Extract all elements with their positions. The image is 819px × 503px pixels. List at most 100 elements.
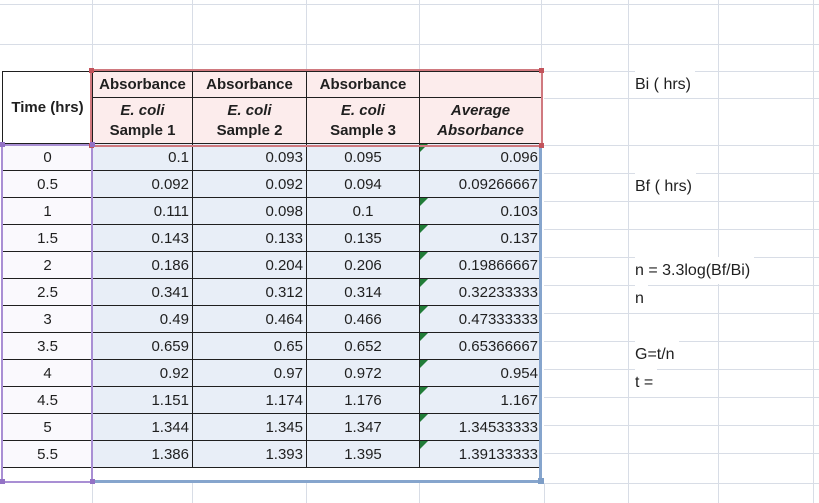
gridline bbox=[544, 425, 819, 426]
cell-sample1[interactable]: 0.341 bbox=[92, 278, 193, 306]
cell-sample2[interactable]: 0.65 bbox=[192, 332, 307, 360]
error-flag-icon bbox=[420, 279, 428, 287]
cell-sample1[interactable]: 0.143 bbox=[92, 224, 193, 252]
error-flag-icon bbox=[420, 198, 428, 206]
average-value: 0.09266667 bbox=[458, 175, 538, 193]
cell-average[interactable]: 0.954 bbox=[419, 359, 542, 387]
range-handle[interactable] bbox=[0, 479, 5, 484]
cell-sample2[interactable]: 0.97 bbox=[192, 359, 307, 387]
cell-sample3[interactable]: 0.972 bbox=[306, 359, 420, 387]
cell-sample1[interactable]: 1.344 bbox=[92, 413, 193, 441]
cell-sample3[interactable]: 0.1 bbox=[306, 197, 420, 225]
subheader-sample2[interactable]: E. coli Sample 2 bbox=[192, 97, 307, 144]
range-handle[interactable] bbox=[90, 479, 95, 484]
ecoli-label: E. coli bbox=[227, 101, 272, 119]
cell-average[interactable]: 1.34533333 bbox=[419, 413, 542, 441]
side-label-cell[interactable]: Bi ( hrs) bbox=[635, 71, 695, 98]
cell-sample2[interactable]: 0.098 bbox=[192, 197, 307, 225]
header-absorbance-3[interactable]: Absorbance bbox=[306, 71, 420, 98]
cell-sample2[interactable]: 0.464 bbox=[192, 305, 307, 333]
cell-sample3[interactable]: 0.466 bbox=[306, 305, 420, 333]
range-handle[interactable] bbox=[539, 68, 544, 73]
cell-sample2[interactable]: 1.345 bbox=[192, 413, 307, 441]
cell-sample1[interactable]: 0.092 bbox=[92, 170, 193, 198]
cell-sample3[interactable]: 1.176 bbox=[306, 386, 420, 414]
header-absorbance-1[interactable]: Absorbance bbox=[92, 71, 193, 98]
cell-sample2[interactable]: 1.393 bbox=[192, 440, 307, 468]
cell-sample3[interactable]: 0.652 bbox=[306, 332, 420, 360]
cell-time[interactable]: 2 bbox=[2, 251, 93, 279]
cell-sample3[interactable]: 0.135 bbox=[306, 224, 420, 252]
fill-handle[interactable] bbox=[538, 478, 544, 484]
cell-sample3[interactable]: 0.095 bbox=[306, 143, 420, 171]
cell-time[interactable]: 4 bbox=[2, 359, 93, 387]
cell-sample3[interactable]: 0.206 bbox=[306, 251, 420, 279]
cell-average[interactable]: 0.096 bbox=[419, 143, 542, 171]
error-flag-icon bbox=[420, 306, 428, 314]
gridline bbox=[544, 369, 819, 370]
cell-sample3[interactable]: 0.094 bbox=[306, 170, 420, 198]
cell-sample2[interactable]: 0.133 bbox=[192, 224, 307, 252]
average-value: 0.32233333 bbox=[458, 283, 538, 301]
gridline bbox=[813, 0, 814, 503]
header-absorbance-2[interactable]: Absorbance bbox=[192, 71, 307, 98]
average-value: 1.39133333 bbox=[458, 445, 538, 463]
cell-sample1[interactable]: 0.92 bbox=[92, 359, 193, 387]
table-row: 2.5 0.341 0.312 0.314 0.32233333 bbox=[2, 278, 542, 306]
table-row: 4 0.92 0.97 0.972 0.954 bbox=[2, 359, 542, 387]
range-handle[interactable] bbox=[0, 142, 5, 147]
gridline bbox=[544, 341, 819, 342]
subheader-sample1[interactable]: E. coli Sample 1 bbox=[92, 97, 193, 144]
cell-sample2[interactable]: 0.204 bbox=[192, 251, 307, 279]
cell-average[interactable]: 0.65366667 bbox=[419, 332, 542, 360]
side-label-cell[interactable]: t = bbox=[635, 369, 658, 396]
cell-sample1[interactable]: 1.386 bbox=[92, 440, 193, 468]
cell-sample3[interactable]: 1.395 bbox=[306, 440, 420, 468]
cell-average[interactable]: 1.167 bbox=[419, 386, 542, 414]
cell-sample2[interactable]: 1.174 bbox=[192, 386, 307, 414]
cell-time[interactable]: 2.5 bbox=[2, 278, 93, 306]
cell-sample1[interactable]: 0.659 bbox=[92, 332, 193, 360]
cell-average[interactable]: 1.39133333 bbox=[419, 440, 542, 468]
cell-average[interactable]: 0.137 bbox=[419, 224, 542, 252]
cell-sample1[interactable]: 1.151 bbox=[92, 386, 193, 414]
cell-sample2[interactable]: 0.093 bbox=[192, 143, 307, 171]
side-label-cell[interactable]: G=t/n bbox=[635, 341, 679, 368]
cell-time[interactable]: 0 bbox=[2, 143, 93, 171]
subheader-average[interactable]: Average Absorbance bbox=[419, 97, 542, 144]
cell-time[interactable]: 0.5 bbox=[2, 170, 93, 198]
cell-time[interactable]: 1 bbox=[2, 197, 93, 225]
cell-average[interactable]: 0.19866667 bbox=[419, 251, 542, 279]
cell-time[interactable]: 1.5 bbox=[2, 224, 93, 252]
side-label-cell[interactable]: n bbox=[635, 285, 648, 312]
cell-time[interactable]: 5 bbox=[2, 413, 93, 441]
average-value: 0.137 bbox=[500, 229, 538, 247]
range-handle[interactable] bbox=[539, 143, 544, 148]
side-label-cell[interactable]: n = 3.3log(Bf/Bi) bbox=[635, 257, 755, 284]
header-absorbance-avg[interactable] bbox=[419, 71, 542, 98]
cell-sample1[interactable]: 0.111 bbox=[92, 197, 193, 225]
cell-average[interactable]: 0.47333333 bbox=[419, 305, 542, 333]
cell-sample2[interactable]: 0.092 bbox=[192, 170, 307, 198]
cell-time[interactable]: 4.5 bbox=[2, 386, 93, 414]
cell-average[interactable]: 0.103 bbox=[419, 197, 542, 225]
subheader-sample3[interactable]: E. coli Sample 3 bbox=[306, 97, 420, 144]
ecoli-label: E. coli bbox=[340, 101, 386, 119]
cell-sample2[interactable]: 0.312 bbox=[192, 278, 307, 306]
cell-sample1[interactable]: 0.186 bbox=[92, 251, 193, 279]
cell-sample3[interactable]: 1.347 bbox=[306, 413, 420, 441]
range-handle[interactable] bbox=[89, 68, 94, 73]
cell-sample1[interactable]: 0.1 bbox=[92, 143, 193, 171]
cell-time[interactable]: 5.5 bbox=[2, 440, 93, 468]
cell-time[interactable]: 3 bbox=[2, 305, 93, 333]
cell-sample3[interactable]: 0.314 bbox=[306, 278, 420, 306]
cell-average[interactable]: 0.09266667 bbox=[419, 170, 542, 198]
cell-sample1[interactable]: 0.49 bbox=[92, 305, 193, 333]
time-header-cell[interactable]: Time (hrs) bbox=[2, 71, 93, 144]
cell-time[interactable]: 3.5 bbox=[2, 332, 93, 360]
range-handle[interactable] bbox=[90, 142, 95, 147]
cell-average[interactable]: 0.32233333 bbox=[419, 278, 542, 306]
side-label-cell[interactable]: Bf ( hrs) bbox=[635, 173, 696, 200]
error-flag-icon bbox=[420, 333, 428, 341]
